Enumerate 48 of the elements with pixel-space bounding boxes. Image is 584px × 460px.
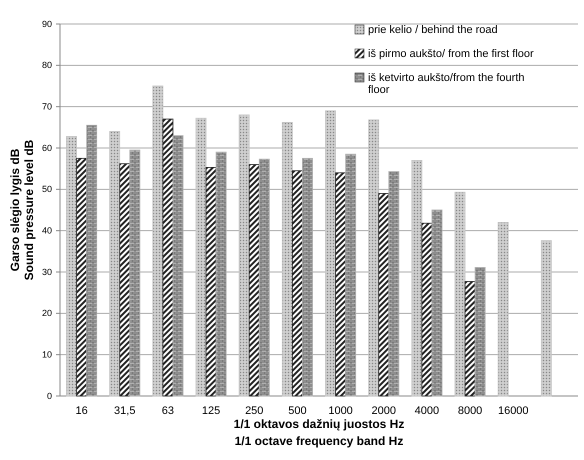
legend-label: prie kelio / behind the road [368,24,498,36]
bar [411,160,422,396]
bar [540,240,552,396]
y-tick-label: 40 [42,226,52,236]
bar [454,192,466,396]
x-axis-title: 1/1 oktavos dažnių juostos Hz 1/1 octave frequency band Hz [234,417,404,448]
y-tick-label: 80 [42,60,52,70]
x-tick-label: 8000 [458,405,482,417]
bar [238,114,250,396]
bar [292,170,303,396]
x-tick-label: 31,5 [114,405,136,417]
bar [368,119,380,396]
x-tick-label: 2000 [372,405,396,417]
bar [66,136,77,396]
bar [196,118,206,396]
y-axis-title: Garso slėgio lygis dB Sound pressure level dB [8,139,36,280]
bar [325,110,336,396]
bar [109,131,120,396]
bar [335,172,346,396]
x-tick-label: 250 [245,405,264,417]
bar [152,86,164,396]
y-tick-label: 20 [42,308,52,318]
bar [282,122,293,396]
bar [119,163,130,396]
x-tick-label: 63 [162,405,174,417]
y-tick-label: 30 [42,266,52,277]
y-tick-label: 90 [42,18,52,29]
x-tick-label: 16 [75,405,88,417]
bar [498,222,509,396]
legend-label: iš pirmo aukšto/ from the first floor [368,48,534,60]
x-tick-label: 500 [288,405,307,417]
x-tick-label: 1000 [328,405,353,417]
y-tick-label: 70 [42,102,52,112]
legend-label: iš ketvirto aukšto/from the fourth floor [368,72,525,96]
bar [76,158,88,396]
y-tick-label: 60 [42,142,52,153]
y-tick-label: 0 [46,390,52,401]
x-tick-label: 16000 [498,405,529,417]
bar [464,281,476,396]
bar [421,222,432,396]
x-tick-label: 125 [202,405,220,417]
y-tick-label: 50 [42,184,52,194]
x-tick-label: 4000 [414,405,440,417]
bar [378,193,390,396]
bar [248,164,260,396]
y-tick-label: 10 [42,350,52,360]
bar [162,118,174,396]
bar [206,167,217,396]
